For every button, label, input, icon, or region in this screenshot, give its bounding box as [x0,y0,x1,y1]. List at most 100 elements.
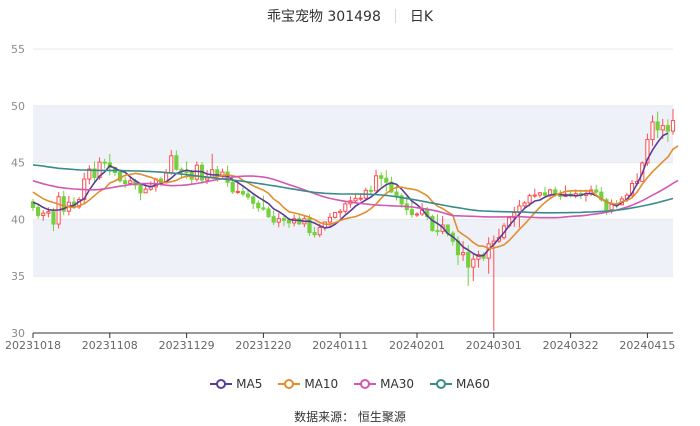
series-line-ma5 [32,132,669,257]
candle-up [660,125,665,131]
y-tick-label: 45 [11,157,25,170]
series-line-ma30 [32,175,679,219]
legend: MA5 MA10 MA30 MA60 [0,377,700,391]
legend-swatch-ma10 [278,379,301,389]
candle-down [604,199,609,211]
candle-down [435,230,440,233]
candle-up [650,121,655,141]
candle-down [266,208,271,218]
x-tick-label: 20231108 [82,339,138,352]
legend-item-ma30[interactable]: MA30 [354,377,414,391]
candle-up [143,188,148,194]
legend-label-ma60: MA60 [456,377,490,391]
candle-up [353,197,358,202]
legend-item-ma10[interactable]: MA10 [278,377,338,391]
x-tick-label: 20240415 [619,339,675,352]
candle-down [184,170,189,173]
legend-item-ma5[interactable]: MA5 [210,377,262,391]
candle-down [466,252,471,268]
candle-up [373,175,379,192]
candle-up [327,216,333,223]
candle-up [235,190,240,193]
legend-swatch-ma30 [354,379,377,389]
candle-down [92,168,97,178]
candle-down [384,177,389,183]
candle-up [338,210,343,214]
candle-down [655,121,660,131]
candle-up [194,164,199,180]
candle-down [36,206,41,216]
y-tick-label: 40 [11,213,25,226]
candle-down [665,125,670,132]
candle-down [312,232,317,236]
legend-label-ma30: MA30 [380,377,415,391]
candle-down [281,218,286,221]
candle-down [271,216,276,223]
candle-down [256,202,261,209]
candle-up [128,180,133,185]
candle-down [251,196,256,204]
y-tick-label: 50 [11,100,25,113]
candle-up [645,139,650,164]
stock-name-code: 乖宝宠物 301498 [266,9,381,25]
legend-swatch-ma60 [430,379,453,389]
candle-down [261,207,266,210]
candle-up [210,169,215,178]
candle-down [430,216,435,232]
candle-down [394,191,399,197]
candle-up [276,218,281,223]
candle-up [87,168,92,180]
x-tick-label: 20231220 [235,339,291,352]
y-tick-label: 30 [11,327,25,340]
series-line-ma10 [32,145,679,250]
candle-up [169,155,174,174]
x-tick-label: 20231129 [159,339,215,352]
x-tick-label: 20240322 [543,339,599,352]
legend-label-ma5: MA5 [236,377,263,391]
candle-down [138,184,143,194]
title-divider [394,9,396,23]
candle-up [414,213,420,216]
candle-up [358,197,363,200]
candle-up [527,195,532,204]
legend-label-ma10: MA10 [304,377,339,391]
plot-band [33,219,673,277]
data-source: 数据来源： 恒生聚源 [294,410,406,424]
candle-down [409,209,414,216]
period-label[interactable]: 日K [409,9,434,25]
candle-up [670,120,676,132]
candle-down [594,189,599,193]
candle-down [245,193,251,198]
candle-up [460,252,466,256]
candle-down [51,211,56,225]
candle-down [123,180,128,185]
candle-up [41,212,46,216]
candle-down [379,175,384,179]
legend-item-ma60[interactable]: MA60 [430,377,490,391]
candle-up [532,194,537,197]
candle-up [522,202,527,207]
candle-up [471,258,476,268]
candle-down [553,189,558,195]
candle-up [343,203,348,212]
candle-down [240,190,246,195]
candle-down [30,201,36,208]
candle-down [368,189,374,192]
series-line-ma60 [32,164,674,214]
y-tick-label: 35 [11,270,25,283]
candle-down [399,195,404,205]
legend-swatch-ma5 [210,379,233,389]
candle-down [61,196,66,212]
y-tick-label: 55 [11,43,25,56]
x-tick-label: 20231018 [5,339,61,352]
candle-down [102,161,107,164]
x-tick-label: 20240201 [389,339,445,352]
candle-down [174,155,179,170]
candle-up [317,227,322,236]
candle-up [332,212,338,218]
candle-up [46,211,51,214]
candle-up [537,192,542,196]
candle-down [230,181,235,193]
candle-down [307,218,312,234]
